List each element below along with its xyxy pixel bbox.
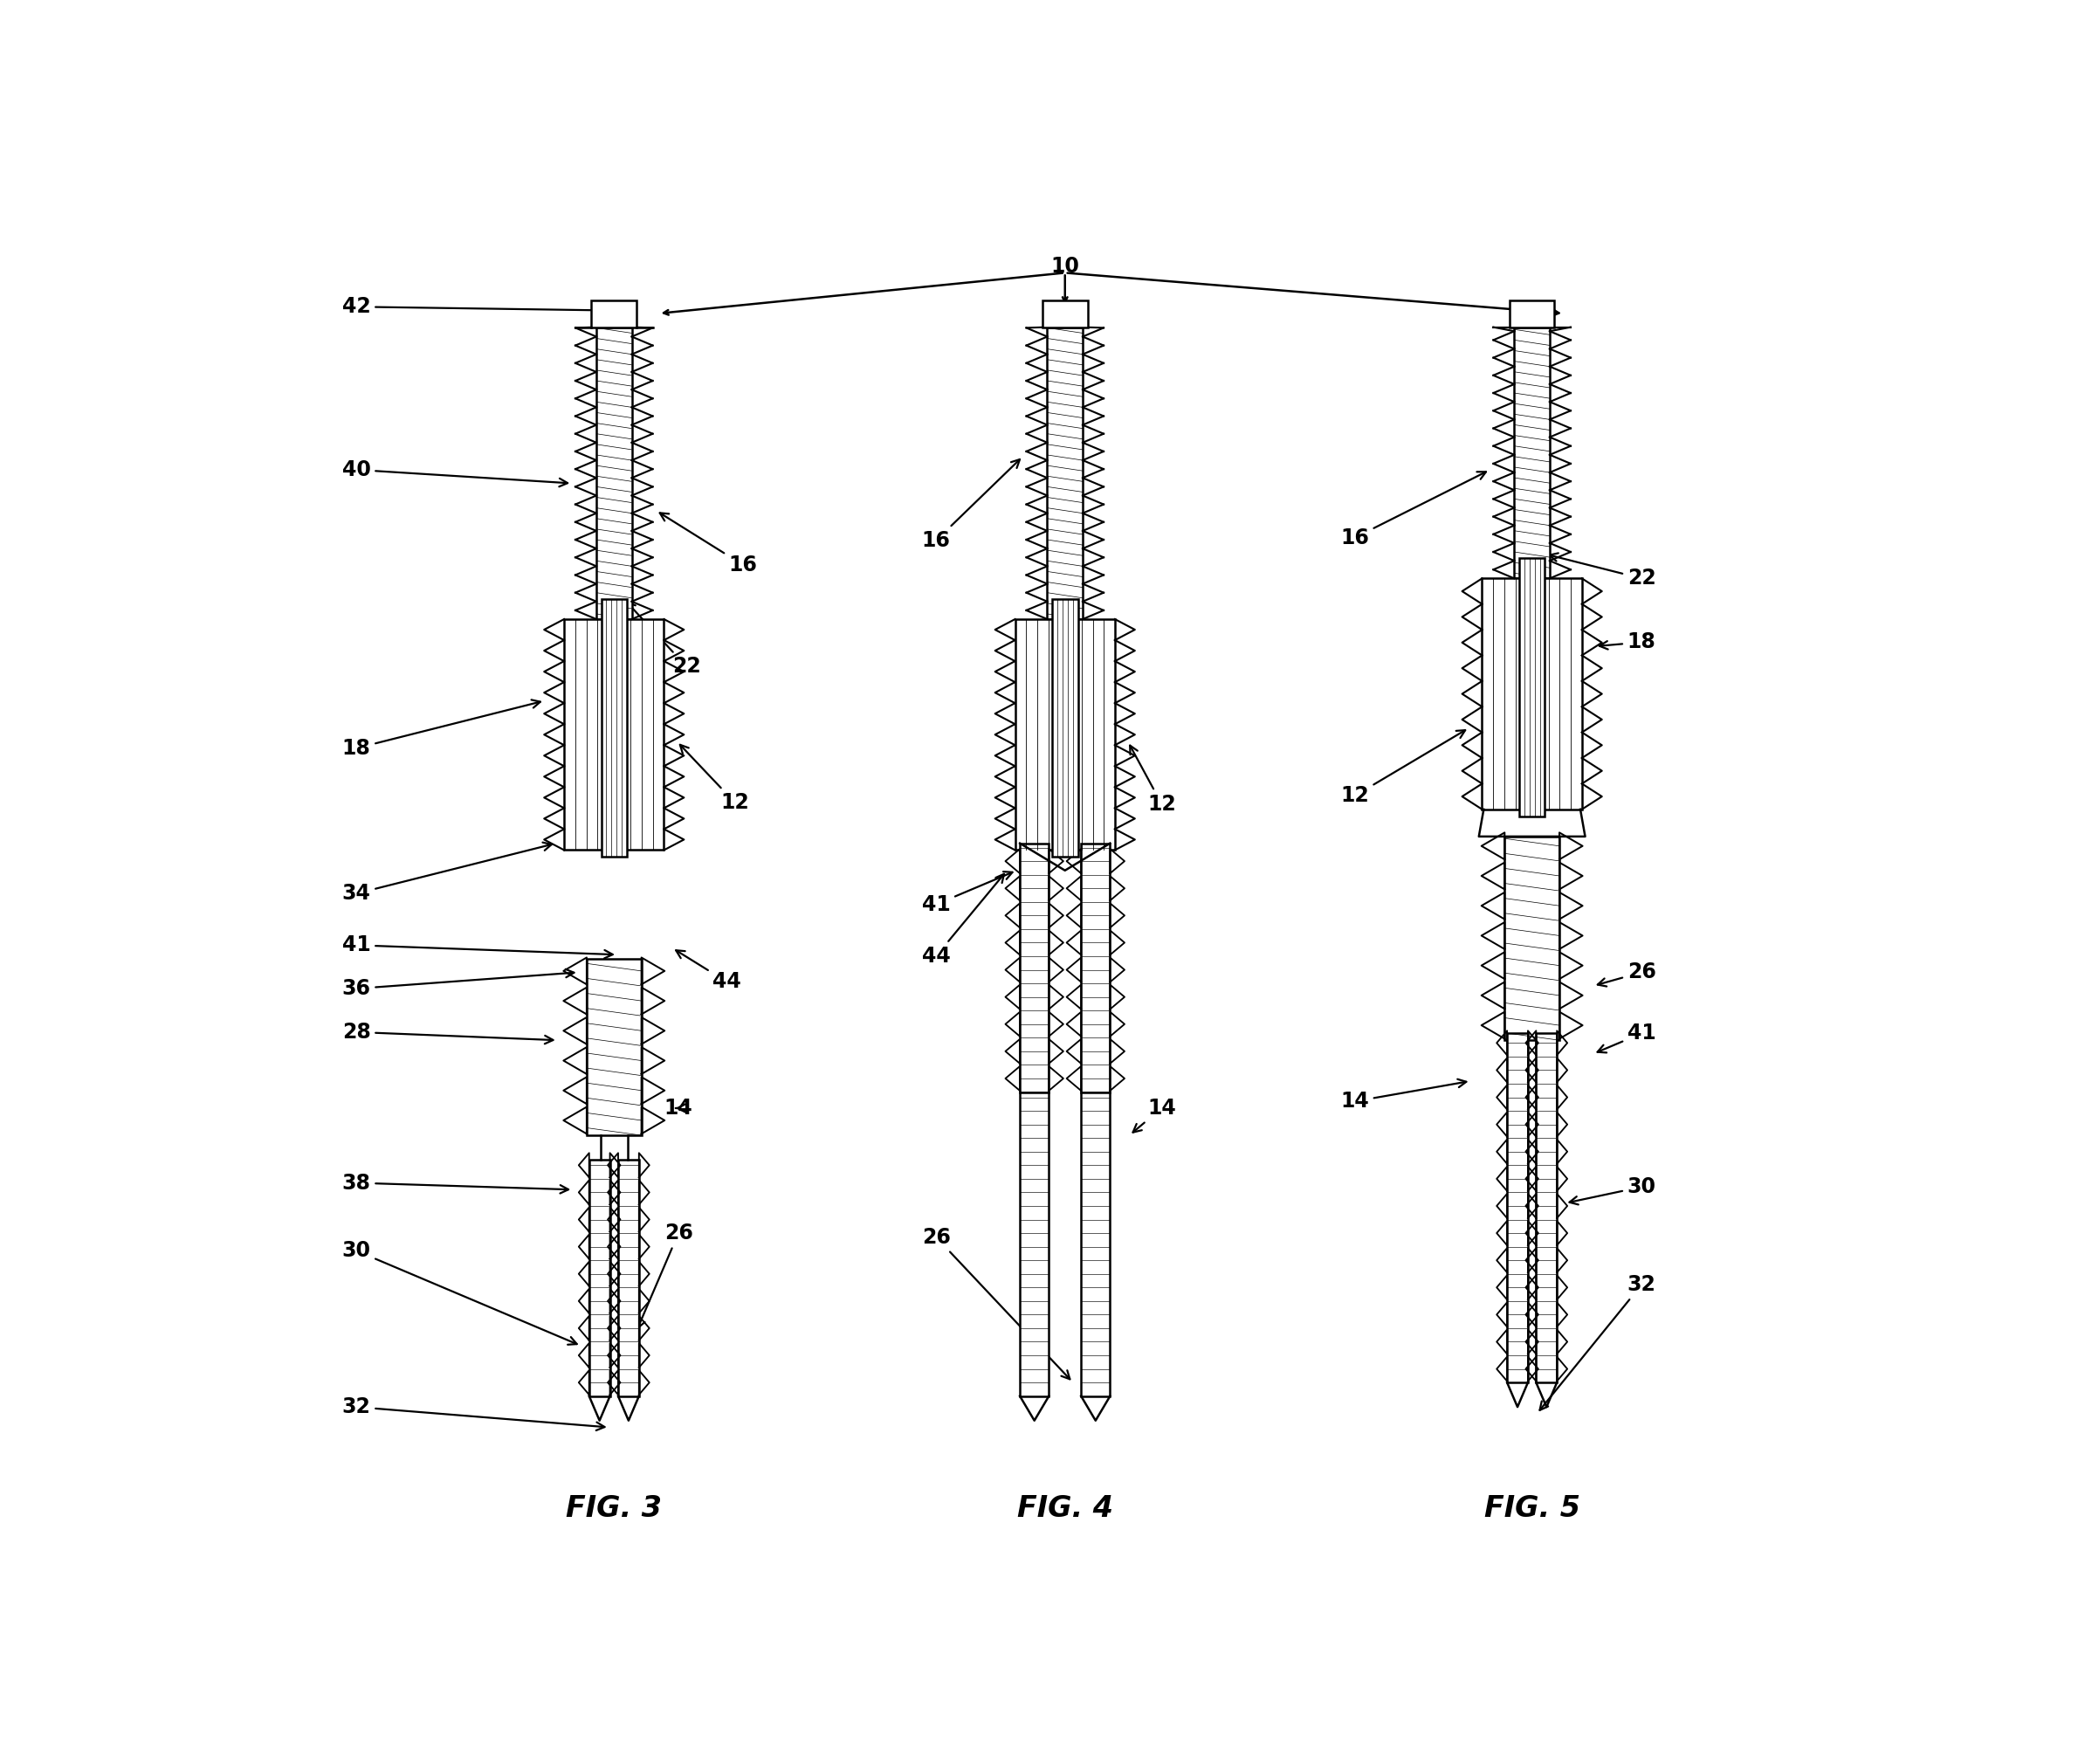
Text: 12: 12 — [1130, 746, 1176, 815]
Text: 18: 18 — [1600, 632, 1656, 653]
Bar — [1020, 1092, 1049, 1395]
Text: 26: 26 — [923, 1226, 1070, 1379]
Text: 32: 32 — [1540, 1274, 1656, 1409]
Bar — [592, 300, 636, 326]
Text: 14: 14 — [665, 1097, 692, 1118]
Text: FIG. 3: FIG. 3 — [565, 1494, 663, 1524]
Text: 38: 38 — [343, 1173, 569, 1194]
Bar — [1507, 1034, 1527, 1383]
Text: 14: 14 — [1340, 1080, 1467, 1111]
Text: 30: 30 — [1569, 1177, 1656, 1205]
Text: 16: 16 — [923, 459, 1020, 550]
Bar — [1504, 836, 1558, 1041]
Bar — [1081, 843, 1110, 1092]
Bar — [1515, 326, 1550, 579]
Bar — [1536, 1034, 1556, 1383]
Bar — [1482, 579, 1581, 810]
Text: 22: 22 — [1550, 554, 1656, 589]
Bar — [1020, 843, 1049, 1092]
Bar — [1509, 300, 1554, 326]
Text: 44: 44 — [675, 951, 742, 993]
Text: 16: 16 — [1340, 471, 1486, 549]
Text: 34: 34 — [343, 843, 551, 903]
Text: 41: 41 — [343, 935, 613, 958]
Text: 18: 18 — [343, 700, 540, 759]
Text: 12: 12 — [1340, 730, 1465, 806]
Text: 26: 26 — [1598, 961, 1656, 986]
Text: 28: 28 — [343, 1021, 553, 1044]
Text: 40: 40 — [343, 459, 567, 487]
Text: 32: 32 — [343, 1397, 605, 1431]
Text: 42: 42 — [343, 296, 632, 318]
Text: 10: 10 — [1051, 256, 1078, 277]
Text: 14: 14 — [1133, 1097, 1176, 1132]
Bar — [1051, 598, 1078, 857]
Text: 12: 12 — [680, 744, 750, 813]
Text: 16: 16 — [661, 513, 756, 575]
Bar — [586, 960, 642, 1136]
Bar — [590, 1159, 611, 1395]
Text: 36: 36 — [343, 968, 574, 998]
Text: 30: 30 — [343, 1240, 578, 1344]
Text: 41: 41 — [923, 871, 1012, 916]
Bar — [1043, 300, 1087, 326]
Text: FIG. 5: FIG. 5 — [1484, 1494, 1579, 1524]
Bar — [1047, 326, 1083, 619]
Text: 26: 26 — [638, 1222, 692, 1328]
Bar — [563, 619, 665, 850]
Bar — [617, 1159, 638, 1395]
Bar — [596, 326, 632, 619]
Text: 22: 22 — [628, 602, 700, 677]
Text: 44: 44 — [923, 873, 1004, 967]
Bar — [1014, 619, 1116, 850]
Text: 41: 41 — [1598, 1023, 1656, 1053]
Bar — [1081, 1092, 1110, 1395]
Text: FIG. 4: FIG. 4 — [1016, 1494, 1114, 1524]
Bar — [1519, 557, 1544, 817]
Bar — [601, 598, 628, 857]
